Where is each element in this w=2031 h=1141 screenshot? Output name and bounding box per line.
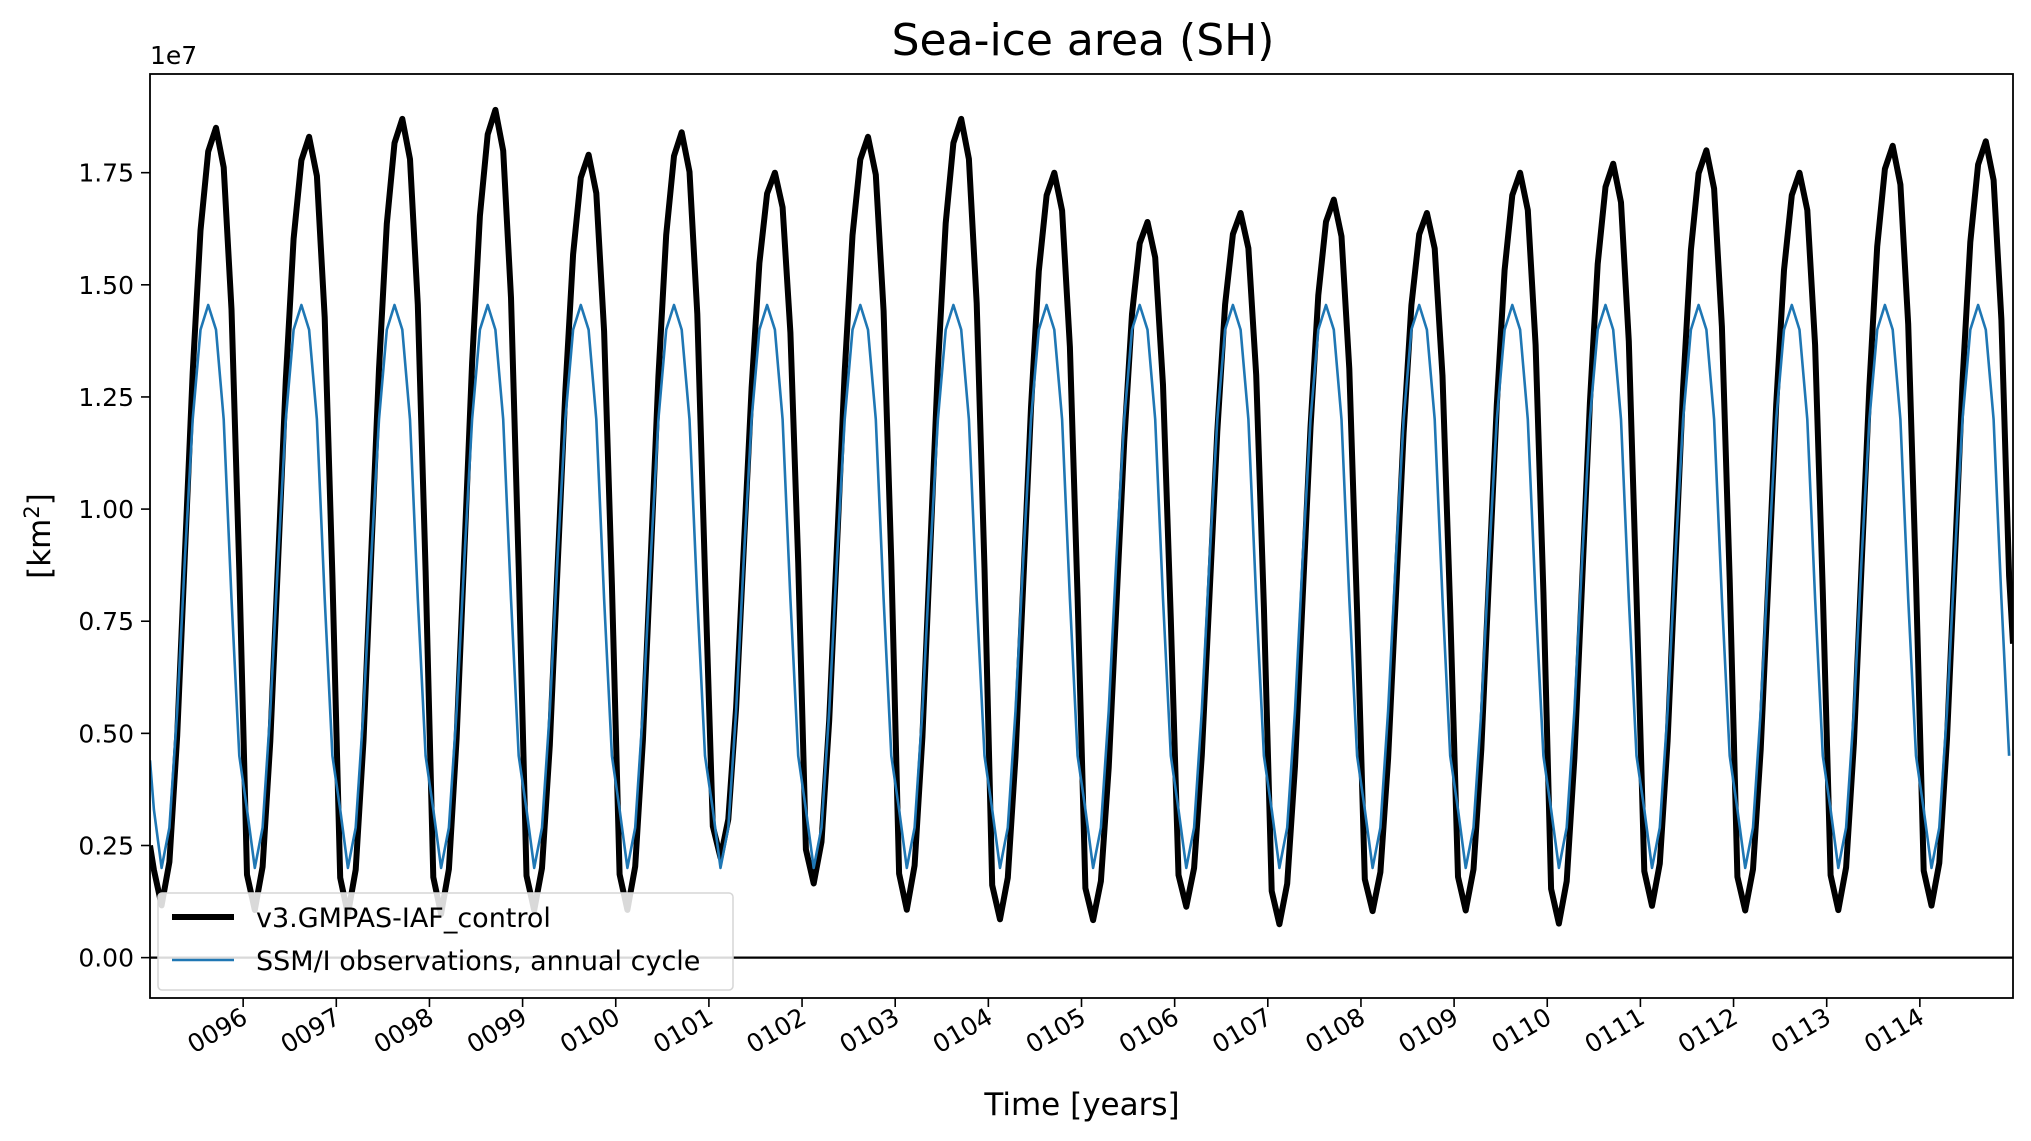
series-line-observations xyxy=(150,303,2011,870)
y-tick-label: 1.25 xyxy=(78,383,134,412)
legend-label-observations: SSM/I observations, annual cycle xyxy=(256,946,700,977)
y-axis-label-superscript: 2 xyxy=(20,505,44,518)
y-axis: 0.00 0.25 0.50 0.75 1.00 1.25 1.50 1.75 xyxy=(78,159,150,973)
y-tick-label: 1.50 xyxy=(78,271,134,300)
y-axis-label: [km2] xyxy=(20,493,58,579)
x-axis-label: Time [years] xyxy=(983,1087,1179,1123)
y-axis-label-main: [km xyxy=(22,519,58,579)
y-tick-label: 0.25 xyxy=(78,831,134,860)
legend-label-model: v3.GMPAS-IAF_control xyxy=(256,903,551,934)
legend-box xyxy=(157,892,734,991)
series-layer xyxy=(150,106,2013,928)
y-tick-label: 1.75 xyxy=(78,159,134,188)
y-tick-label: 0.00 xyxy=(78,944,134,973)
y-tick-label: 0.50 xyxy=(78,719,134,748)
y-axis-label-close: ] xyxy=(22,493,58,505)
y-tick-label: 1.00 xyxy=(78,495,134,524)
chart-title: Sea-ice area (SH) xyxy=(892,15,1275,66)
legend: v3.GMPAS-IAF_control SSM/I observations,… xyxy=(157,892,734,991)
plot-frame xyxy=(149,73,2014,999)
y-offset-label: 1e7 xyxy=(150,41,197,70)
y-tick-label: 0.75 xyxy=(78,607,134,636)
